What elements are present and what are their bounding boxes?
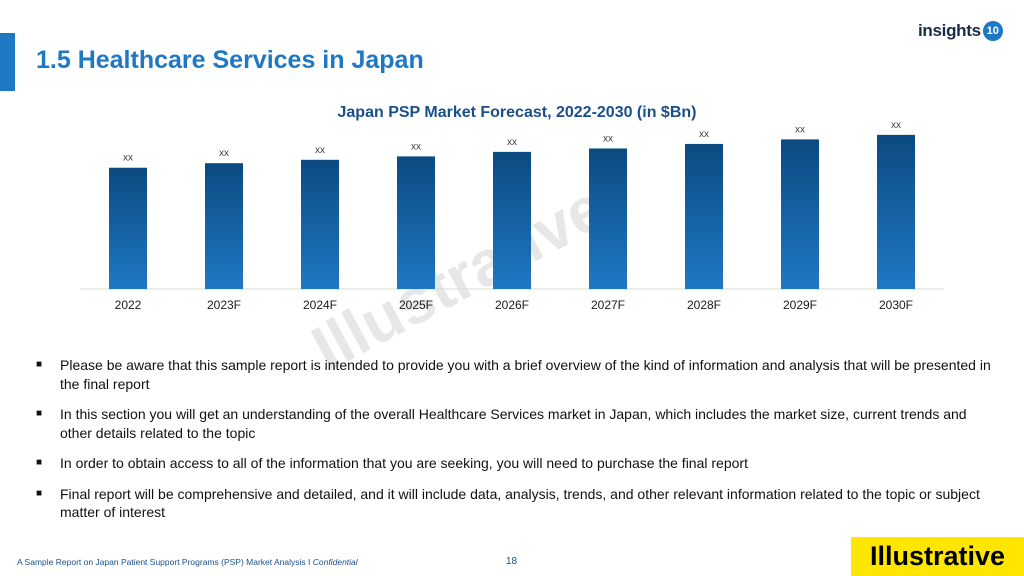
bullet-item: ■ In order to obtain access to all of the… [36, 454, 996, 473]
title-accent-bar [0, 33, 15, 91]
data-label: xx [603, 133, 613, 144]
logo-text: insights [918, 21, 981, 40]
x-tick-label: 2025F [399, 298, 433, 312]
data-label: xx [891, 120, 901, 131]
bar-2022 [109, 167, 147, 289]
bar-2026F [493, 151, 531, 289]
page-title: 1.5 Healthcare Services in Japan [36, 46, 424, 74]
bar-2029F [781, 139, 819, 289]
data-label: xx [219, 148, 229, 159]
x-tick-label: 2023F [207, 298, 241, 312]
data-label: xx [507, 137, 517, 148]
data-label: xx [699, 129, 709, 140]
x-tick-label: 2026F [495, 298, 529, 312]
x-tick-label: 2024F [303, 298, 337, 312]
x-tick-label: 2029F [783, 298, 817, 312]
bullet-text: In this section you will get an understa… [60, 406, 967, 441]
chart-title: Japan PSP Market Forecast, 2022-2030 (in… [337, 104, 697, 121]
x-tick-label: 2027F [591, 298, 625, 312]
bullet-item: ■ Please be aware that this sample report… [36, 356, 996, 393]
bullet-marker: ■ [36, 359, 43, 370]
bullet-text: Please be aware that this sample report … [60, 357, 991, 392]
bullet-marker: ■ [36, 457, 43, 468]
x-tick-label: 2030F [879, 298, 913, 312]
bullet-list: ■ Please be aware that this sample report… [36, 356, 996, 534]
footer-text: A Sample Report on Japan Patient Support… [17, 557, 358, 567]
bar-chart: xx 2022 xx 2023F xx 2024F xx 2025F xx 2026F xx 2027… [80, 120, 944, 312]
bar-2025F [397, 156, 435, 289]
bullet-marker: ■ [36, 408, 43, 419]
page-number: 18 [506, 556, 518, 567]
illustrative-stamp: Illustrative [851, 537, 1024, 576]
x-tick-label: 2028F [687, 298, 721, 312]
footer-confidential: Confidential [312, 557, 358, 567]
bar-2027F [589, 148, 627, 289]
data-label: xx [123, 153, 133, 164]
brand-logo: insights 10 [918, 21, 1003, 41]
bullet-text: Final report will be comprehensive and d… [60, 485, 980, 521]
bullet-item: ■ Final report will be comprehensive and … [36, 485, 996, 522]
bar-2030F [877, 134, 915, 289]
data-label: xx [795, 124, 805, 135]
data-label: xx [315, 145, 325, 156]
data-label: xx [411, 141, 421, 152]
bullet-marker: ■ [36, 487, 43, 499]
logo-badge: 10 [982, 21, 1003, 41]
bar-2028F [685, 143, 723, 289]
bar-2023F [205, 163, 243, 289]
footer-report-name: A Sample Report on Japan Patient Support… [17, 557, 311, 567]
bar-2024F [301, 159, 339, 289]
x-tick-label: 2022 [115, 298, 142, 312]
bullet-text: In order to obtain access to all of the … [60, 455, 748, 471]
bullet-item: ■ In this section you will get an underst… [36, 405, 996, 442]
